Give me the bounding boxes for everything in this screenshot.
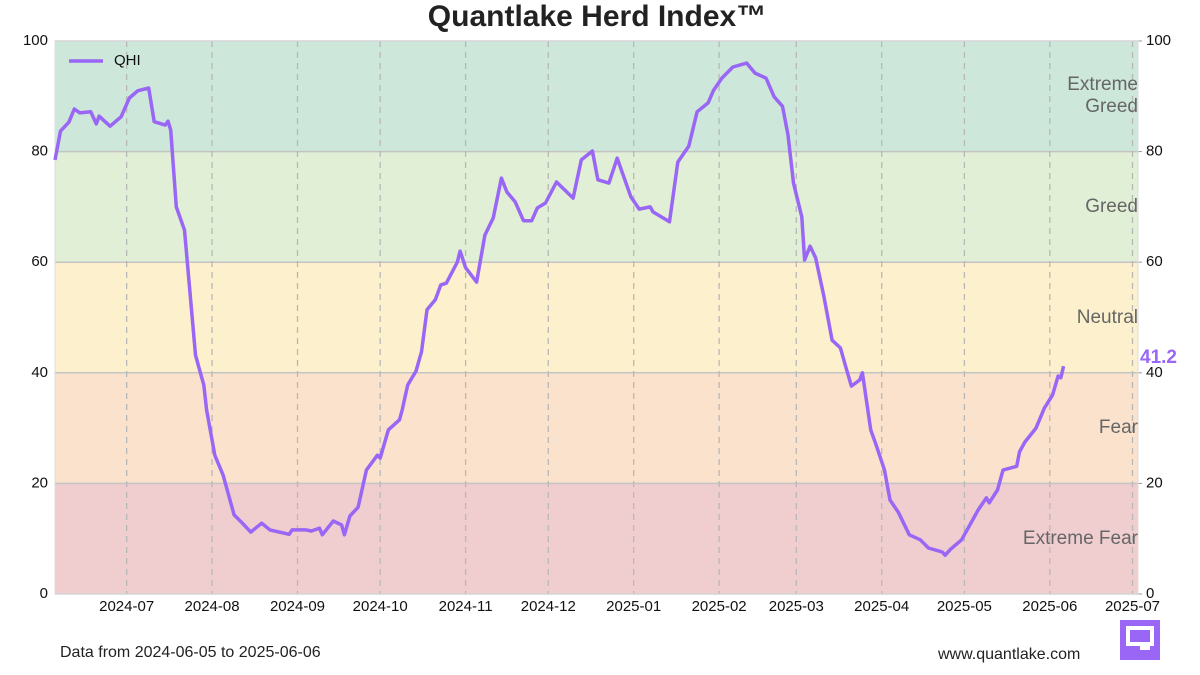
x-tick-label: 2024-11: [439, 598, 493, 615]
y-tick-label: 20: [31, 474, 48, 491]
zone-label: Neutral: [1076, 306, 1138, 328]
x-tick-label: 2025-05: [937, 598, 992, 615]
x-tick-label: 2025-07: [1105, 598, 1160, 615]
plot-frame: [54, 40, 1139, 595]
y-tick-label: 100: [23, 32, 48, 49]
y2-tick-label: 80: [1146, 143, 1163, 160]
logo[interactable]: [1120, 620, 1160, 660]
source[interactable]: www.quantlake.com: [938, 646, 1081, 663]
y2-tick-label: 60: [1146, 253, 1163, 270]
zone: [55, 41, 1138, 152]
line: [53, 61, 1066, 558]
zone: [55, 262, 1138, 373]
zone-label: Extreme Fear: [1022, 527, 1138, 549]
x-tick-label: 2025-06: [1022, 598, 1077, 615]
y-tick-label: 0: [40, 585, 48, 602]
y-tick-label: 60: [31, 253, 48, 270]
x-tick-label: 2025-04: [854, 598, 909, 615]
y-tick-label: 40: [31, 364, 48, 381]
x-tick-label: 2024-08: [185, 598, 240, 615]
x-tick-label: 2024-09: [270, 598, 325, 615]
y-tick-label: 80: [31, 143, 48, 160]
x-tick-label: 2025-03: [769, 598, 824, 615]
y2-tick-label: 40: [1146, 364, 1163, 381]
y2-tick-label: 20: [1146, 474, 1163, 491]
x-tick-label: 2024-10: [353, 598, 408, 615]
footnote: Data from 2024-06-05 to 2025-06-06: [60, 644, 321, 661]
x-tick-label: 2024-12: [521, 598, 576, 615]
zone: [55, 372, 1138, 484]
x-tick-label: 2024-07: [99, 598, 154, 615]
zone-label: Fear: [1098, 417, 1138, 439]
zone-label: Extreme Greed: [1067, 74, 1138, 118]
zone-label: Greed: [1085, 195, 1138, 217]
y2-tick-label: 100: [1146, 32, 1171, 49]
zone: [55, 483, 1138, 594]
chart-title: Quantlake Herd Index™: [428, 0, 766, 33]
y2-tick-label: 0: [1146, 585, 1154, 602]
legend-label: QHI: [114, 52, 141, 69]
last-value-label: 41.2: [1140, 347, 1177, 368]
x-tick-label: 2025-01: [606, 598, 661, 615]
x-tick-label: 2025-02: [692, 598, 747, 615]
